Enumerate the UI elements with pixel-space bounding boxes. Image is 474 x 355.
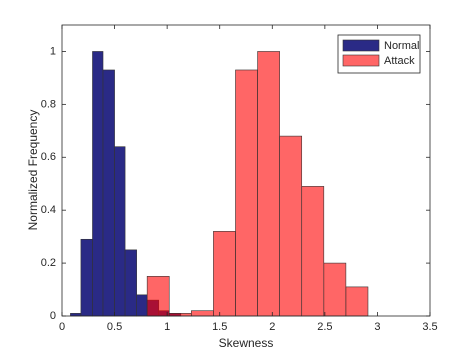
y-tick-label: 0.8 <box>41 98 56 110</box>
legend-swatch <box>342 54 380 67</box>
x-tick-label: 3 <box>374 321 380 333</box>
histogram-bar <box>102 69 115 317</box>
histogram-bar <box>323 262 347 317</box>
histogram-bar <box>124 249 137 317</box>
histogram-bar <box>235 69 258 317</box>
x-tick-label: 2.5 <box>317 321 332 333</box>
x-tick-label: 2 <box>269 321 275 333</box>
x-tick-label: 0.5 <box>107 321 122 333</box>
y-tick-label: 1 <box>50 45 56 57</box>
legend-label: Attack <box>384 55 415 67</box>
plot-frame <box>61 24 431 317</box>
histogram-bar <box>136 294 148 317</box>
y-tick-label: 0.6 <box>41 151 56 163</box>
legend-label: Normal <box>384 40 419 52</box>
histogram-bar <box>80 238 93 317</box>
histogram-bar <box>257 51 280 317</box>
histogram-bar <box>279 135 303 317</box>
histogram-bar <box>301 186 325 317</box>
y-axis-label: Normalized Frequency <box>26 110 40 231</box>
y-tick-label: 0 <box>50 310 56 322</box>
x-axis-label: Skewness <box>219 336 274 350</box>
histogram-bar <box>146 276 170 317</box>
x-tick-label: 0 <box>59 321 65 333</box>
x-tick-label: 1.5 <box>212 321 227 333</box>
legend-swatch <box>342 39 380 52</box>
histogram-bar <box>345 286 369 317</box>
y-tick-label: 0.4 <box>41 204 56 216</box>
x-tick-label: 1 <box>164 321 170 333</box>
y-tick-label: 0.2 <box>41 257 56 269</box>
histogram-bar <box>213 231 236 317</box>
histogram-bar <box>114 146 126 317</box>
histogram-bar <box>191 310 214 317</box>
x-tick-label: 3.5 <box>422 321 437 333</box>
histogram-bar <box>92 51 104 317</box>
